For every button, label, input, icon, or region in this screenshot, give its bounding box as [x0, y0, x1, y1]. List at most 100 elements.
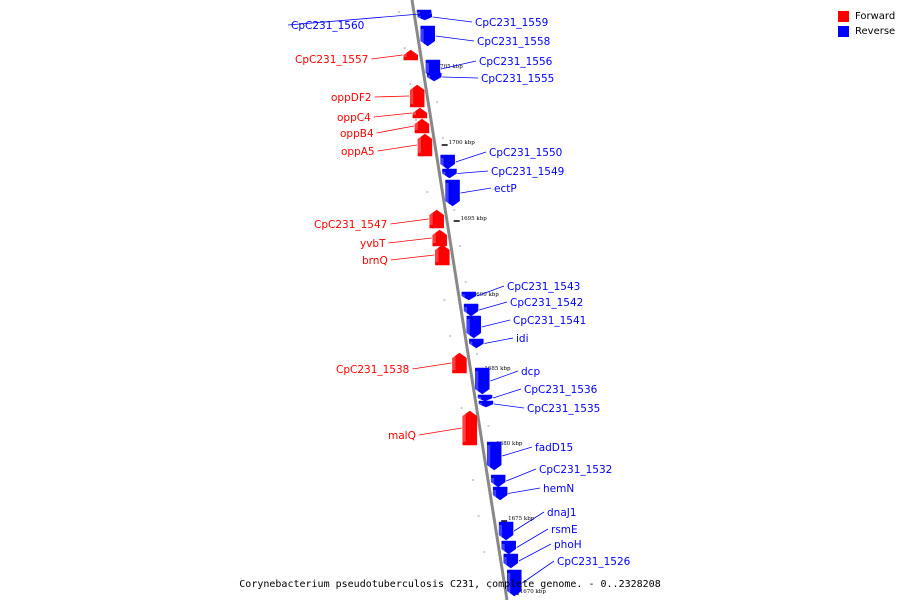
- gene-label[interactable]: oppC4: [337, 112, 412, 124]
- gene-labels: CpC231_1560 CpC231_1559 CpC231_1558 CpC231_…: [287, 12, 631, 584]
- gene-label[interactable]: oppA5: [341, 144, 418, 158]
- gene-label[interactable]: CpC231_1536: [492, 384, 598, 399]
- gene-label[interactable]: ectP: [460, 183, 517, 195]
- gene-oppA5[interactable]: [417, 133, 433, 157]
- svg-text:rsmE: rsmE: [551, 524, 578, 536]
- gene-label[interactable]: CpC231_1538: [336, 362, 452, 376]
- gene-label[interactable]: oppDF2: [331, 92, 410, 104]
- gene-shade: [469, 341, 473, 346]
- legend-reverse: Reverse: [838, 24, 895, 39]
- gene-dcp[interactable]: [475, 367, 490, 395]
- gene-leader-line: [508, 487, 541, 494]
- gene-CpC231_1555[interactable]: [426, 72, 442, 82]
- gene-leader-line: [412, 362, 452, 370]
- gene-label[interactable]: CpC231_1541: [481, 315, 587, 328]
- gene-CpC231_1532[interactable]: [490, 474, 506, 488]
- gene-ectP[interactable]: [445, 179, 460, 207]
- gene-shade: [491, 478, 495, 484]
- gene-oppB4[interactable]: [414, 118, 430, 134]
- gene-leader-line: [493, 403, 525, 409]
- gene-label[interactable]: phoH: [518, 539, 582, 562]
- gene-leader-line: [390, 218, 429, 225]
- gene-label[interactable]: CpC231_1543: [476, 281, 580, 297]
- gene-malQ[interactable]: [462, 410, 478, 446]
- svg-text:malQ: malQ: [388, 430, 416, 442]
- gene-dnaJ1[interactable]: [498, 521, 514, 541]
- gene-label[interactable]: dcp: [490, 366, 540, 382]
- svg-text:fadD15: fadD15: [535, 442, 573, 454]
- gene-label[interactable]: hemN: [508, 483, 574, 495]
- gene-leader-line: [374, 95, 410, 98]
- gene-CpC231_1547[interactable]: [429, 209, 444, 229]
- gene-shade: [499, 525, 503, 537]
- gene-label[interactable]: fadD15: [502, 442, 573, 457]
- gene-brnQ[interactable]: [435, 244, 450, 266]
- gene-leader-line: [522, 560, 555, 584]
- legend-forward-swatch: [838, 11, 849, 22]
- gene-label[interactable]: CpC231_1556: [440, 56, 553, 70]
- gene-label[interactable]: CpC231_1560: [287, 12, 433, 32]
- gene-leader-line: [460, 187, 492, 194]
- gene-leader-line: [287, 12, 433, 26]
- gene-CpC231_1542[interactable]: [463, 303, 479, 317]
- gene-label[interactable]: CpC231_1558: [435, 35, 551, 48]
- gene-label[interactable]: malQ: [388, 427, 462, 442]
- gene-label[interactable]: CpC231_1559: [432, 16, 549, 29]
- gene-rsmE[interactable]: [501, 540, 516, 555]
- gene-leader-line: [513, 511, 545, 532]
- gene-label[interactable]: rsmE: [516, 524, 578, 548]
- gene-CpC231_1549[interactable]: [442, 168, 457, 179]
- gene-label[interactable]: CpC231_1542: [478, 297, 583, 311]
- gene-fadD15[interactable]: [486, 441, 502, 471]
- svg-text:CpC231_1536: CpC231_1536: [524, 384, 598, 396]
- gene-label[interactable]: brnQ: [362, 254, 435, 267]
- gene-label[interactable]: idi: [484, 333, 529, 345]
- gene-CpC231_1541[interactable]: [466, 315, 482, 339]
- gene-shade: [440, 158, 444, 166]
- gene-CpC231_1557[interactable]: [403, 49, 418, 61]
- gene-CpC231_1550[interactable]: [440, 154, 455, 170]
- gene-leader-line: [418, 427, 462, 436]
- gene-label[interactable]: CpC231_1557: [295, 54, 403, 66]
- gene-idi[interactable]: [469, 338, 484, 349]
- gene-shade: [475, 371, 479, 391]
- gene-shade: [493, 490, 497, 497]
- gene-yvbT[interactable]: [432, 229, 447, 247]
- gene-leader-line: [435, 35, 475, 42]
- gene-CpC231_1526[interactable]: [507, 569, 522, 597]
- gene-label[interactable]: CpC231_1532: [506, 464, 612, 482]
- gene-label[interactable]: yvbT: [360, 237, 432, 250]
- gene-label[interactable]: dnaJ1: [513, 507, 577, 532]
- svg-text:ectP: ectP: [494, 183, 517, 195]
- gene-shade: [410, 88, 414, 104]
- svg-text:1695 kbp: 1695 kbp: [461, 216, 488, 222]
- gene-leader-line: [506, 468, 537, 482]
- gene-hemN[interactable]: [492, 486, 508, 501]
- gene-leader-line: [478, 301, 508, 311]
- gene-label[interactable]: CpC231_1549: [457, 166, 564, 178]
- gene-phoH[interactable]: [503, 553, 519, 569]
- gene-label[interactable]: CpC231_1535: [493, 403, 600, 415]
- gene-label[interactable]: CpC231_1555: [442, 73, 554, 85]
- gene-oppDF2[interactable]: [409, 84, 425, 108]
- gene-CpC231_1558[interactable]: [420, 25, 435, 47]
- gene-CpC231_1535[interactable]: [478, 400, 494, 408]
- gene-CpC231_1536[interactable]: [477, 394, 493, 402]
- scale-tick: 1675 kbp: [501, 516, 535, 522]
- gene-label[interactable]: oppB4: [340, 125, 415, 140]
- svg-text:CpC231_1547: CpC231_1547: [314, 219, 387, 231]
- gene-CpC231_1538[interactable]: [452, 352, 467, 374]
- gene-label[interactable]: CpC231_1547: [314, 218, 429, 231]
- svg-text:CpC231_1543: CpC231_1543: [507, 281, 580, 293]
- gene-shade: [425, 63, 429, 75]
- gene-label[interactable]: CpC231_1550: [455, 147, 563, 163]
- gene-shade: [412, 111, 416, 115]
- gene-CpC231_1559[interactable]: [417, 13, 432, 21]
- gene-CpC231_1543[interactable]: [461, 291, 477, 301]
- gene-oppC4[interactable]: [412, 107, 428, 119]
- gene-leader-line: [484, 337, 514, 344]
- gene-shade: [478, 396, 482, 400]
- svg-text:oppC4: oppC4: [337, 112, 371, 124]
- svg-text:CpC231_1558: CpC231_1558: [477, 36, 550, 48]
- gene-label[interactable]: CpC231_1526: [522, 556, 631, 584]
